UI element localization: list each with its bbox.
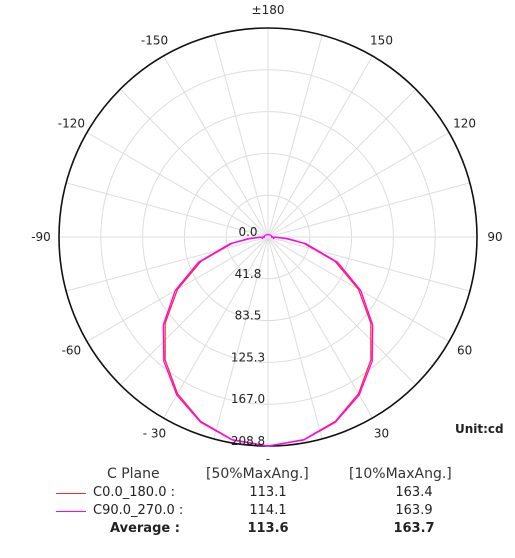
- radial-tick-label: 83.5: [235, 309, 262, 323]
- angle-tick-label: - 30: [143, 427, 166, 441]
- average-10-value: 163.7: [393, 521, 435, 536]
- radial-tick-label: 125.3: [231, 350, 265, 364]
- angle-tick-label: -60: [62, 344, 82, 358]
- unit-label: Unit:cd: [455, 422, 504, 436]
- legend-swatch-c0: [56, 493, 86, 494]
- radial-tick-labels: 0.0 41.8 83.5 125.3 167.0 208.8: [231, 225, 265, 448]
- c0-10-value: 163.4: [395, 485, 433, 500]
- c90-50-value: 114.1: [249, 503, 287, 518]
- angle-tick-label: -150: [141, 33, 168, 47]
- header-50-max-ang: [50%MaxAng.]: [206, 466, 309, 482]
- grid-spoke: [65, 182, 269, 238]
- angle-tick-label: 30: [374, 427, 389, 441]
- grid-spoke: [213, 34, 269, 238]
- average-label: Average :: [110, 521, 180, 536]
- header-10-max-ang: [10%MaxAng.]: [349, 466, 452, 482]
- angle-tick-label: 150: [370, 33, 393, 47]
- c0-50-value: 113.1: [249, 485, 287, 500]
- legend-label-c90: C90.0_270.0 :: [93, 503, 184, 518]
- polar-chart: ±180 150 120 90 60 30 0 - 30 -60 -90 -120 -150 0.0 4…: [31, 3, 504, 460]
- angle-tick-label: 60: [457, 344, 472, 358]
- radial-tick-label: 41.8: [235, 267, 262, 281]
- angle-tick-label: 120: [453, 117, 476, 131]
- grid-spoke: [267, 236, 323, 440]
- grid-spoke: [86, 132, 269, 238]
- intensity-curves: [162, 233, 374, 447]
- angle-tick-label: -90: [31, 230, 51, 244]
- angle-tick-label: -120: [58, 117, 85, 131]
- angle-tick-labels: ±180 150 120 90 60 30 0 - 30 -60 -90 -120 -150: [31, 3, 502, 460]
- header-c-plane: C Plane: [107, 466, 160, 482]
- radial-tick-label: 208.8: [231, 434, 265, 448]
- average-50-value: 113.6: [247, 521, 289, 536]
- radial-tick-label: 167.0: [231, 392, 265, 406]
- grid-spoke: [267, 182, 471, 238]
- grid-spoke: [267, 236, 373, 419]
- origin-lobe: [261, 233, 275, 240]
- legend-label-c0: C0.0_180.0 :: [93, 485, 175, 500]
- legend-swatch-c90: [56, 511, 86, 512]
- grid-spoke: [267, 55, 373, 238]
- grid-spoke: [119, 236, 269, 386]
- grid-spoke: [65, 236, 269, 292]
- grid-spoke: [119, 88, 269, 238]
- grid-spoke: [267, 236, 471, 292]
- c90-10-value: 163.9: [395, 503, 433, 518]
- angle-tick-label: 90: [487, 230, 502, 244]
- grid-spoke: [267, 132, 450, 238]
- grid-spoke: [163, 55, 269, 238]
- series-line-c90: [162, 236, 374, 447]
- grid-spoke: [267, 88, 417, 238]
- legend-table: C Plane [50%MaxAng.] [10%MaxAng.] C0.0_1…: [0, 466, 515, 558]
- grid-spoke: [267, 236, 417, 386]
- polar-grid: [58, 27, 478, 447]
- angle-tick-label: ±180: [252, 3, 285, 17]
- grid-spoke: [267, 34, 323, 238]
- grid-spoke: [163, 236, 269, 419]
- radial-tick-label: 0.0: [238, 225, 257, 239]
- angle-tick-label: 0: [264, 457, 272, 460]
- grid-spoke: [213, 236, 269, 440]
